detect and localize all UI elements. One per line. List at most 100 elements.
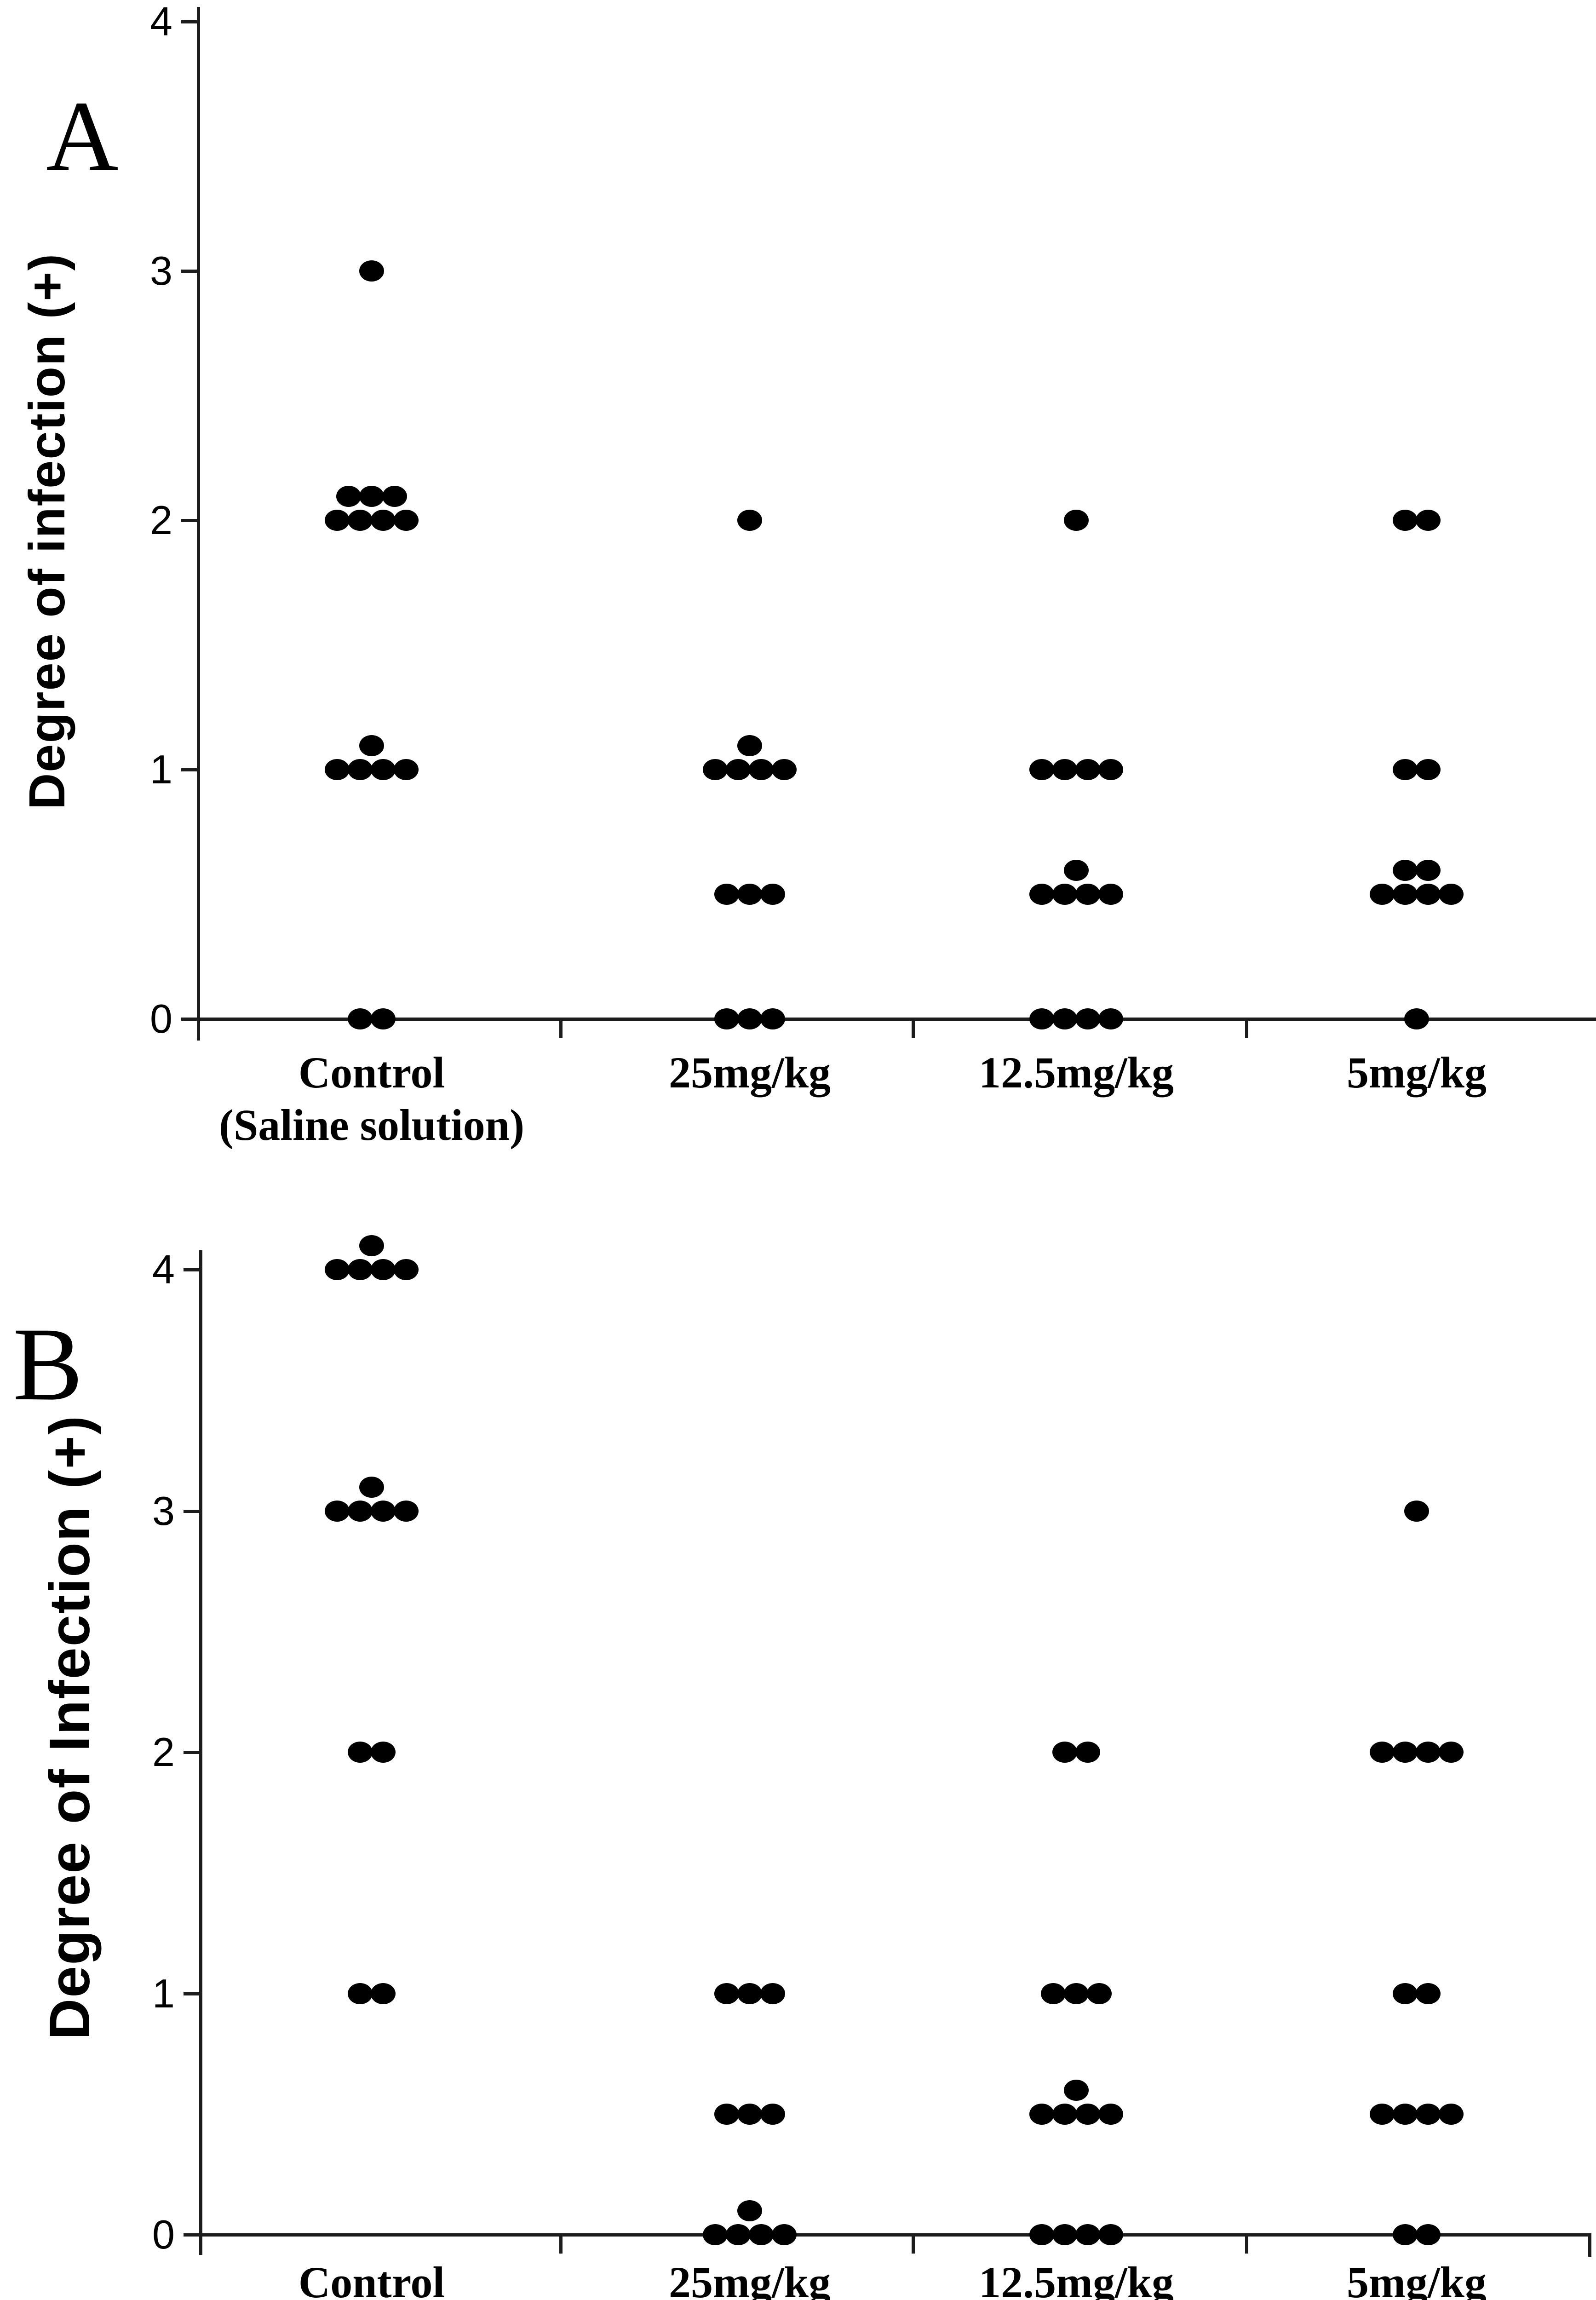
panel-a-y-tick-3 xyxy=(181,270,197,273)
data-point-dot xyxy=(760,1983,785,2004)
panel-a-x-label-0-line2: (Saline solution) xyxy=(218,1100,525,1150)
panel-a-y-tick-label-1: 1 xyxy=(150,747,172,792)
data-point-dot xyxy=(371,1983,396,2004)
data-point-dot xyxy=(1416,2224,1441,2245)
data-point-dot xyxy=(1075,1742,1100,1763)
data-point-dot xyxy=(371,1501,396,1522)
data-point-dot xyxy=(1075,884,1100,905)
data-point-dot xyxy=(1439,884,1464,905)
data-point-dot xyxy=(726,2224,751,2245)
data-point-dot xyxy=(348,1008,373,1029)
panel-a-y-tick-label-2: 2 xyxy=(150,497,172,543)
data-point-dot xyxy=(348,510,373,531)
data-point-dot xyxy=(1052,884,1077,905)
data-point-dot xyxy=(1052,1008,1077,1029)
data-point-dot xyxy=(737,1008,762,1029)
data-point-dot xyxy=(1393,2104,1418,2125)
data-point-dot xyxy=(1052,2224,1077,2245)
data-point-dot xyxy=(371,510,396,531)
data-point-dot xyxy=(1041,1983,1066,2004)
data-point-dot xyxy=(371,1259,396,1280)
data-point-dot xyxy=(1393,759,1418,780)
panel-b-x-divider-tick-0 xyxy=(559,2236,563,2254)
data-point-dot xyxy=(394,759,419,780)
panel-a-x-label-3-line1: 5mg/kg xyxy=(1346,1048,1487,1097)
data-point-dot xyxy=(348,1742,373,1763)
data-point-dot xyxy=(1370,1742,1395,1763)
data-point-dot xyxy=(760,2104,785,2125)
panel-b-y-tick-label-0: 0 xyxy=(152,2212,175,2257)
data-point-dot xyxy=(1098,2104,1123,2125)
data-point-dot xyxy=(1098,759,1123,780)
data-point-dot xyxy=(1404,1501,1429,1522)
data-point-dot xyxy=(1029,1008,1054,1029)
data-point-dot xyxy=(1029,2104,1054,2125)
data-point-dot xyxy=(726,759,751,780)
data-point-dot xyxy=(1052,2104,1077,2125)
panel-a-y-axis xyxy=(197,7,200,1041)
data-point-dot xyxy=(737,735,762,756)
data-point-dot xyxy=(325,1259,350,1280)
panel-a-x-divider-tick-0 xyxy=(559,1020,563,1038)
data-point-dot xyxy=(714,1983,739,2004)
panel-b-x-divider-tick-1 xyxy=(912,2236,915,2254)
panel-b-y-tick-label-3: 3 xyxy=(152,1488,175,1534)
data-point-dot xyxy=(1087,1983,1112,2004)
panel-a-x-label-1-line1: 25mg/kg xyxy=(668,1048,831,1097)
data-point-dot xyxy=(1393,1742,1418,1763)
data-point-dot xyxy=(1393,2224,1418,2245)
data-point-dot xyxy=(371,1008,396,1029)
data-point-dot xyxy=(1052,1742,1077,1763)
data-point-dot xyxy=(1370,884,1395,905)
panel-b-x-divider-tick-2 xyxy=(1245,2236,1248,2254)
data-point-dot xyxy=(1075,1008,1100,1029)
panel-a-letter: A xyxy=(46,81,119,192)
data-point-dot xyxy=(336,486,361,507)
data-point-dot xyxy=(749,759,774,780)
data-point-dot xyxy=(359,260,384,282)
data-point-dot xyxy=(1416,2104,1441,2125)
panel-b-x-label-3-line1: 5mg/kg xyxy=(1346,2258,1487,2300)
data-point-dot xyxy=(1064,2080,1089,2101)
data-point-dot xyxy=(371,759,396,780)
panel-b-y-tick-label-2: 2 xyxy=(152,1729,175,1775)
data-point-dot xyxy=(1075,759,1100,780)
data-point-dot xyxy=(737,2200,762,2221)
data-point-dot xyxy=(703,759,728,780)
data-point-dot xyxy=(1439,2104,1464,2125)
data-point-dot xyxy=(1098,884,1123,905)
panel-b-y-tick-2 xyxy=(184,1751,199,1754)
data-point-dot xyxy=(1075,2224,1100,2245)
panel-b-x-label-1-line1: 25mg/kg xyxy=(668,2258,831,2300)
panel-b-y-tick-label-1: 1 xyxy=(152,1970,175,2016)
data-point-dot xyxy=(1370,2104,1395,2125)
data-point-dot xyxy=(359,1235,384,1256)
data-point-dot xyxy=(1416,1983,1441,2004)
data-point-dot xyxy=(1393,884,1418,905)
data-point-dot xyxy=(359,1477,384,1498)
data-point-dot xyxy=(703,2224,728,2245)
panel-a-x-label-2-line1: 12.5mg/kg xyxy=(978,1048,1174,1097)
panel-a-x-divider-tick-1 xyxy=(912,1020,915,1038)
data-point-dot xyxy=(1416,884,1441,905)
data-point-dot xyxy=(394,1501,419,1522)
panel-b-x-label-2-line1: 12.5mg/kg xyxy=(978,2258,1174,2300)
data-point-dot xyxy=(737,1983,762,2004)
data-point-dot xyxy=(371,1742,396,1763)
data-point-dot xyxy=(348,1983,373,2004)
panel-b-y-tick-label-4: 4 xyxy=(152,1247,175,1292)
data-point-dot xyxy=(760,1008,785,1029)
data-point-dot xyxy=(1416,759,1441,780)
data-point-dot xyxy=(1029,884,1054,905)
data-point-dot xyxy=(1098,1008,1123,1029)
data-point-dot xyxy=(760,884,785,905)
data-point-dot xyxy=(749,2224,774,2245)
data-point-dot xyxy=(714,2104,739,2125)
panel-a-y-tick-1 xyxy=(181,768,197,771)
data-point-dot xyxy=(737,510,762,531)
panel-a-y-tick-label-4: 4 xyxy=(150,0,172,44)
panel-b-x-label-0-line1: Control xyxy=(298,2258,445,2300)
